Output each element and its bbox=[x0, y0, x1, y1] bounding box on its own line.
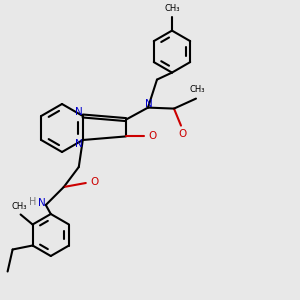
Text: CH₃: CH₃ bbox=[12, 202, 27, 211]
Text: N: N bbox=[145, 99, 153, 109]
Text: O: O bbox=[149, 131, 157, 141]
Text: CH₃: CH₃ bbox=[164, 4, 180, 13]
Text: N: N bbox=[75, 107, 83, 117]
Text: H: H bbox=[29, 197, 37, 207]
Text: N: N bbox=[38, 198, 46, 208]
Text: O: O bbox=[179, 129, 187, 139]
Text: N: N bbox=[75, 139, 83, 149]
Text: O: O bbox=[91, 177, 99, 187]
Text: CH₃: CH₃ bbox=[189, 85, 205, 94]
